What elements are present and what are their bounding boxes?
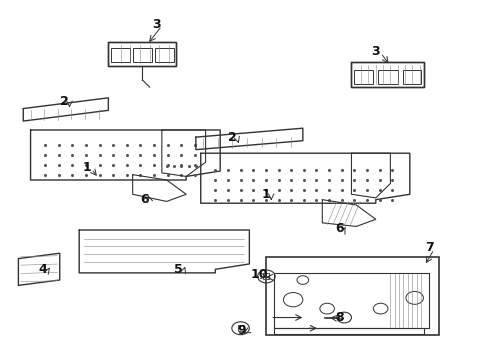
Text: 4: 4 bbox=[38, 263, 47, 276]
Text: 9: 9 bbox=[237, 324, 246, 337]
Bar bbox=[111, 48, 130, 62]
Text: 10: 10 bbox=[250, 268, 267, 281]
Text: 3: 3 bbox=[152, 18, 161, 31]
Bar bbox=[351, 62, 424, 87]
Text: 3: 3 bbox=[371, 45, 379, 58]
Text: 1: 1 bbox=[82, 161, 91, 174]
Text: 5: 5 bbox=[174, 263, 183, 276]
Bar bbox=[154, 48, 174, 62]
Text: 2: 2 bbox=[227, 131, 236, 144]
Text: 8: 8 bbox=[334, 311, 343, 324]
Text: 7: 7 bbox=[424, 241, 433, 255]
Bar bbox=[353, 70, 372, 84]
Text: 2: 2 bbox=[60, 95, 69, 108]
Bar bbox=[132, 48, 152, 62]
Text: 1: 1 bbox=[262, 188, 270, 201]
Bar bbox=[266, 257, 438, 336]
Text: 6: 6 bbox=[334, 222, 343, 235]
Bar bbox=[377, 70, 397, 84]
Bar bbox=[108, 42, 176, 66]
Bar bbox=[402, 70, 420, 84]
Text: 6: 6 bbox=[140, 193, 149, 206]
